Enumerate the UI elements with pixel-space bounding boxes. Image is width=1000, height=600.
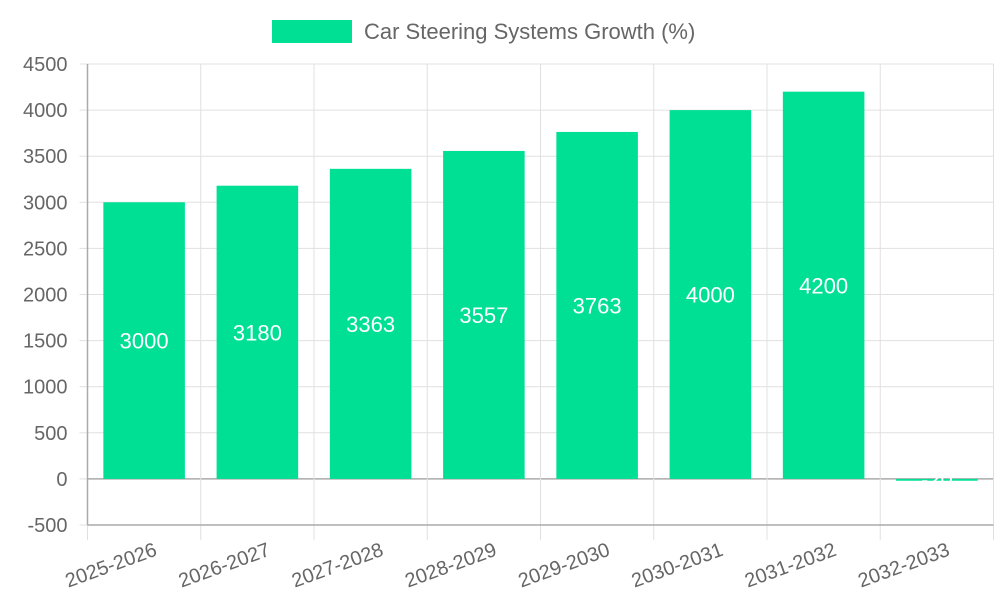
- x-tick-label: 2026-2027: [176, 539, 273, 592]
- bar-2032-2033[interactable]: [896, 478, 978, 481]
- y-tick-label: -500: [27, 515, 67, 537]
- y-axis-tick-labels: 4500 4000 3500 3000 2500 2000 1500 1000 500 0 -500: [23, 54, 68, 537]
- y-tick-label: 2500: [23, 238, 68, 260]
- x-tick-label: 2027-2028: [289, 539, 386, 592]
- bar-2029-2030[interactable]: [556, 131, 638, 479]
- y-tick-label: 1500: [23, 331, 68, 353]
- bar-2027-2028[interactable]: [329, 168, 412, 479]
- bar-2026-2027[interactable]: [216, 185, 299, 479]
- bar-2028-2029[interactable]: [443, 150, 525, 479]
- bars: [103, 91, 978, 481]
- y-tick-label: 0: [56, 469, 67, 491]
- bar-data-label: 4200: [799, 273, 848, 298]
- axes: [86, 64, 994, 526]
- x-tick-label: 2031-2032: [742, 539, 839, 592]
- x-tick-label: 2025-2026: [62, 539, 159, 592]
- x-tick-label: 2029-2030: [515, 539, 612, 592]
- bar-2030-2031[interactable]: [669, 110, 752, 479]
- y-tick-label: 2000: [23, 285, 68, 307]
- bar-data-label: 3763: [573, 293, 622, 318]
- y-tick-label: 4500: [23, 54, 68, 76]
- y-tick-label: 1000: [23, 377, 68, 399]
- bar-data-label: 3363: [346, 312, 395, 337]
- bar-data-label: -20: [921, 467, 953, 492]
- y-tick-label: 4000: [23, 100, 68, 122]
- legend[interactable]: Car Steering Systems Growth (%): [272, 19, 695, 44]
- bar-data-label: 3557: [459, 303, 508, 328]
- legend-swatch[interactable]: [272, 20, 352, 43]
- bar-data-label: 4000: [686, 283, 735, 308]
- bar-data-label: 3180: [233, 320, 282, 345]
- y-tick-label: 3500: [23, 146, 68, 168]
- bar-data-labels: 3000 3180 3363 3557 3763 4000 4200 -20: [120, 273, 953, 492]
- bar-2025-2026[interactable]: [103, 202, 185, 479]
- x-tick-label: 2032-2033: [855, 539, 952, 592]
- x-tick-label: 2030-2031: [629, 539, 726, 592]
- bar-data-label: 3000: [120, 329, 169, 354]
- y-tick-label: 500: [34, 423, 67, 445]
- x-tick-label: 2028-2029: [402, 539, 499, 592]
- legend-label[interactable]: Car Steering Systems Growth (%): [364, 19, 695, 44]
- y-tick-label: 3000: [23, 192, 68, 214]
- x-axis-tick-labels: 2025-2026 2026-2027 2027-2028 2028-2029 2029…: [62, 539, 952, 592]
- bar-2031-2032[interactable]: [782, 91, 865, 479]
